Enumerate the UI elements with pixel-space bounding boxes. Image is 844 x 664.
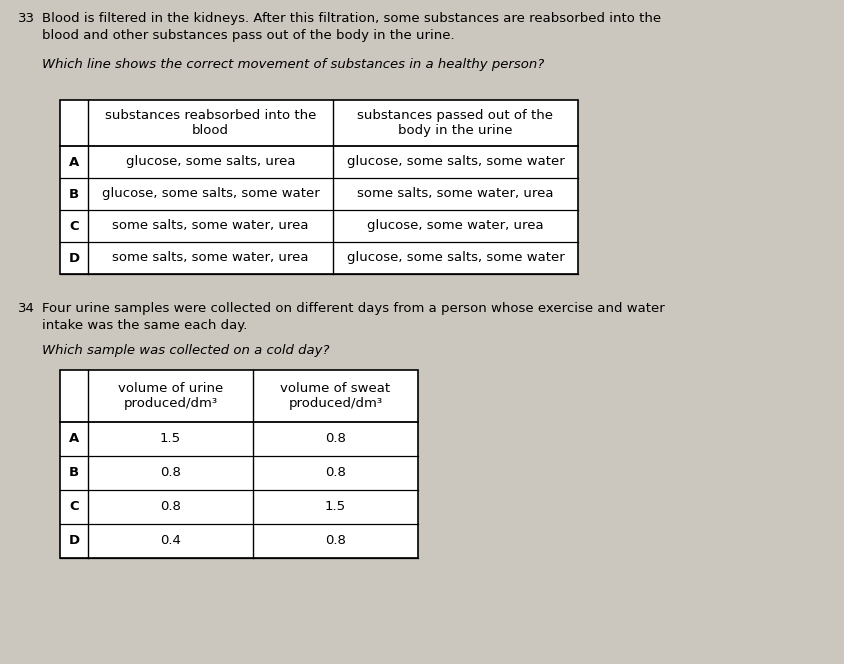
Text: 0.8: 0.8 bbox=[325, 535, 345, 548]
Text: substances reabsorbed into the
blood: substances reabsorbed into the blood bbox=[105, 109, 316, 137]
Text: glucose, some salts, some water: glucose, some salts, some water bbox=[101, 187, 319, 201]
Text: substances passed out of the
body in the urine: substances passed out of the body in the… bbox=[357, 109, 553, 137]
Text: some salts, some water, urea: some salts, some water, urea bbox=[112, 220, 308, 232]
Text: blood and other substances pass out of the body in the urine.: blood and other substances pass out of t… bbox=[42, 29, 454, 42]
Text: 1.5: 1.5 bbox=[160, 432, 181, 446]
Text: C: C bbox=[69, 501, 78, 513]
Text: Which line shows the correct movement of substances in a healthy person?: Which line shows the correct movement of… bbox=[42, 58, 544, 71]
Text: 0.8: 0.8 bbox=[325, 432, 345, 446]
Text: D: D bbox=[68, 535, 79, 548]
Text: B: B bbox=[69, 187, 79, 201]
Text: D: D bbox=[68, 252, 79, 264]
Text: volume of sweat
produced/dm³: volume of sweat produced/dm³ bbox=[280, 382, 390, 410]
Text: 34: 34 bbox=[18, 302, 35, 315]
Text: 0.8: 0.8 bbox=[160, 467, 181, 479]
Text: Four urine samples were collected on different days from a person whose exercise: Four urine samples were collected on dif… bbox=[42, 302, 664, 315]
Text: 0.4: 0.4 bbox=[160, 535, 181, 548]
Text: C: C bbox=[69, 220, 78, 232]
Text: Blood is filtered in the kidneys. After this filtration, some substances are rea: Blood is filtered in the kidneys. After … bbox=[42, 12, 660, 25]
Text: 0.8: 0.8 bbox=[325, 467, 345, 479]
Bar bbox=[60, 100, 577, 274]
Text: B: B bbox=[69, 467, 79, 479]
Bar bbox=[60, 370, 418, 558]
Text: glucose, some water, urea: glucose, some water, urea bbox=[367, 220, 544, 232]
Text: glucose, some salts, some water: glucose, some salts, some water bbox=[346, 155, 564, 169]
Text: some salts, some water, urea: some salts, some water, urea bbox=[112, 252, 308, 264]
Text: glucose, some salts, some water: glucose, some salts, some water bbox=[346, 252, 564, 264]
Text: intake was the same each day.: intake was the same each day. bbox=[42, 319, 247, 332]
Text: Which sample was collected on a cold day?: Which sample was collected on a cold day… bbox=[42, 344, 329, 357]
Text: A: A bbox=[69, 155, 79, 169]
Text: some salts, some water, urea: some salts, some water, urea bbox=[357, 187, 553, 201]
Text: 1.5: 1.5 bbox=[325, 501, 346, 513]
Text: glucose, some salts, urea: glucose, some salts, urea bbox=[126, 155, 295, 169]
Text: 0.8: 0.8 bbox=[160, 501, 181, 513]
Text: A: A bbox=[69, 432, 79, 446]
Text: volume of urine
produced/dm³: volume of urine produced/dm³ bbox=[117, 382, 223, 410]
Text: 33: 33 bbox=[18, 12, 35, 25]
